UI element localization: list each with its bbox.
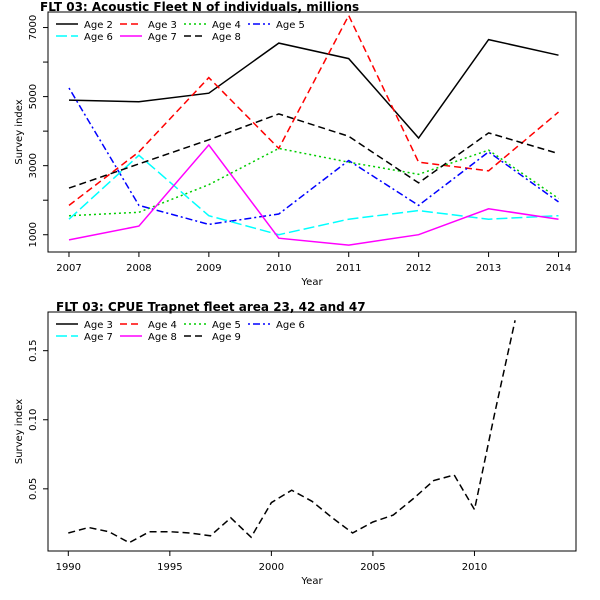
legend-label: Age 9 bbox=[212, 332, 241, 343]
legend-label: Age 3 bbox=[148, 20, 177, 31]
x-tick-label: 2007 bbox=[56, 263, 81, 274]
chart-title: FLT 03: CPUE Trapnet fleet area 23, 42 a… bbox=[56, 300, 366, 314]
x-axis-label: Year bbox=[300, 576, 323, 587]
y-tick-label: 1000 bbox=[28, 222, 39, 247]
y-tick-label: 0.10 bbox=[28, 409, 39, 431]
x-tick-label: 2000 bbox=[259, 562, 284, 573]
y-tick-label: 0.15 bbox=[28, 340, 39, 362]
x-tick-label: 2012 bbox=[406, 263, 431, 274]
plot-frame bbox=[47, 311, 577, 552]
x-tick-label: 2011 bbox=[336, 263, 361, 274]
legend-label: Age 2 bbox=[84, 20, 113, 31]
chart-title: FLT 03: Acoustic Fleet N of individuals,… bbox=[40, 0, 359, 14]
series-line-age-2 bbox=[68, 38, 559, 140]
legend-label: Age 4 bbox=[212, 20, 241, 31]
legend-label: Age 5 bbox=[276, 20, 305, 31]
legend-label: Age 6 bbox=[84, 32, 113, 43]
series-line-age-7 bbox=[68, 143, 559, 246]
x-tick-label: 2008 bbox=[126, 263, 151, 274]
y-tick-label: 3000 bbox=[28, 153, 39, 178]
x-tick-label: 2005 bbox=[360, 562, 385, 573]
series-line-age-3 bbox=[68, 13, 559, 206]
series-line-age-8 bbox=[68, 113, 559, 189]
x-axis-label: Year bbox=[300, 277, 323, 288]
x-tick-label: 2014 bbox=[546, 263, 571, 274]
chart-2: FLT 03: CPUE Trapnet fleet area 23, 42 a… bbox=[14, 300, 577, 587]
x-tick-label: 2010 bbox=[462, 562, 487, 573]
legend-label: Age 8 bbox=[212, 32, 241, 43]
chart-1: FLT 03: Acoustic Fleet N of individuals,… bbox=[14, 0, 577, 288]
x-tick-label: 2009 bbox=[196, 263, 221, 274]
y-tick-label: 7000 bbox=[28, 15, 39, 40]
x-tick-label: 2010 bbox=[266, 263, 291, 274]
plot-frame bbox=[47, 11, 577, 253]
series-line-age-9 bbox=[68, 320, 516, 544]
x-tick-label: 1990 bbox=[56, 562, 81, 573]
legend-label: Age 6 bbox=[276, 320, 305, 331]
x-tick-label: 1995 bbox=[157, 562, 182, 573]
y-tick-label: 5000 bbox=[28, 84, 39, 109]
legend-label: Age 7 bbox=[84, 332, 113, 343]
legend-label: Age 8 bbox=[148, 332, 177, 343]
series-line-age-6 bbox=[68, 154, 559, 236]
y-tick-label: 0.05 bbox=[28, 478, 39, 500]
legend-label: Age 3 bbox=[84, 320, 113, 331]
x-tick-label: 2013 bbox=[476, 263, 501, 274]
y-axis-label: Survey index bbox=[14, 399, 25, 464]
y-axis-label: Survey index bbox=[14, 99, 25, 164]
legend-label: Age 4 bbox=[148, 320, 177, 331]
legend-label: Age 7 bbox=[148, 32, 177, 43]
series-line-age-5 bbox=[68, 87, 559, 226]
legend-label: Age 5 bbox=[212, 320, 241, 331]
